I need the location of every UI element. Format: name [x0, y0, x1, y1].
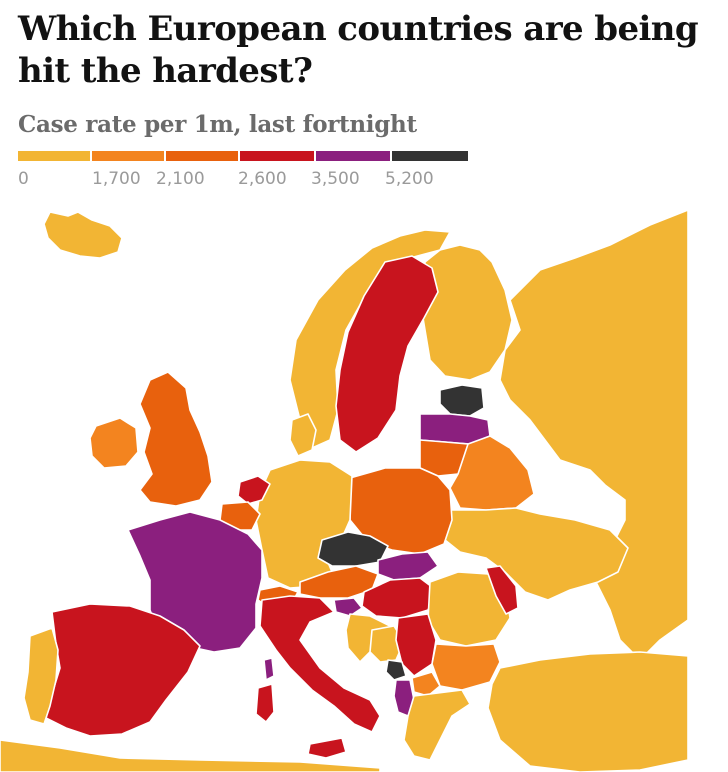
region-sicily	[307, 737, 347, 759]
region-bosnia	[369, 625, 405, 663]
region-finland	[419, 244, 513, 381]
map-svg	[0, 209, 689, 772]
legend-swatch-1	[92, 151, 164, 161]
region-iceland	[43, 211, 123, 259]
region-sweden	[335, 255, 439, 453]
legend-swatch-0	[18, 151, 90, 161]
chart-title: Which European countries are being hit t…	[18, 9, 699, 91]
region-slovenia	[333, 597, 363, 617]
legend-swatch-4	[316, 151, 390, 161]
region-bulgaria	[431, 643, 501, 691]
region-slovakia	[377, 551, 439, 581]
color-legend: 0 1,700 2,100 2,600 3,500 5,200	[18, 151, 478, 191]
legend-swatch-5	[392, 151, 468, 161]
region-germany	[255, 459, 353, 589]
region-moldova	[485, 565, 519, 615]
legend-swatch-3	[240, 151, 314, 161]
legend-tick-0: 0	[18, 169, 29, 189]
legend-tick-4: 3,500	[311, 169, 360, 189]
region-netherlands	[237, 475, 271, 505]
region-serbia	[395, 613, 437, 677]
europe-choropleth-map	[0, 196, 728, 772]
legend-tick-2: 2,100	[156, 169, 205, 189]
region-north-macedonia	[411, 671, 441, 697]
region-greece	[403, 689, 471, 761]
region-uk	[139, 371, 213, 507]
region-sardinia	[255, 683, 275, 723]
legend-tick-5: 5,200	[385, 169, 434, 189]
region-montenegro	[385, 659, 407, 681]
legend-swatch-2	[166, 151, 238, 161]
legend-tick-1: 1,700	[92, 169, 141, 189]
region-italy	[259, 595, 381, 733]
region-turkey	[487, 651, 689, 772]
region-ireland	[89, 417, 139, 469]
region-denmark	[289, 413, 317, 457]
region-portugal	[23, 627, 59, 725]
region-corsica	[263, 657, 275, 681]
region-ukraine	[439, 507, 629, 601]
legend-tick-3: 2,600	[238, 169, 287, 189]
region-romania	[427, 571, 511, 647]
region-north-africa	[0, 739, 381, 772]
chart-subtitle: Case rate per 1m, last fortnight	[18, 111, 417, 138]
region-estonia	[439, 384, 485, 417]
